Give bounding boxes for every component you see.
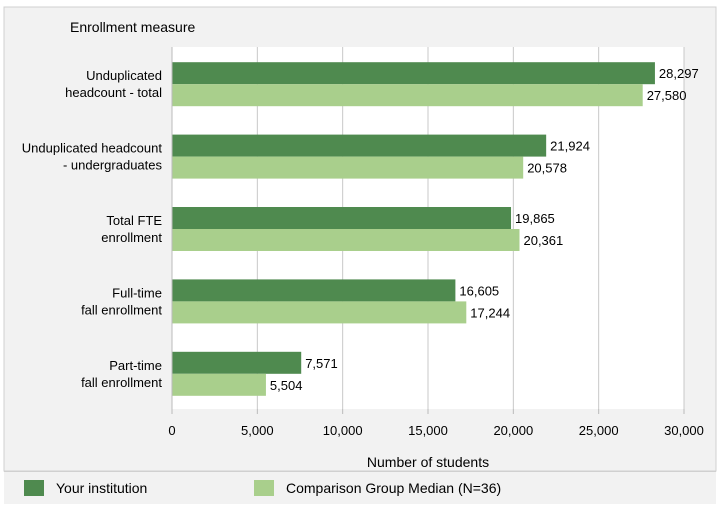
bar-data-label: 20,578 bbox=[527, 161, 567, 176]
bar-data-label: 5,504 bbox=[270, 378, 303, 393]
category-label: fall enrollment bbox=[81, 375, 162, 390]
legend-swatch-your-institution bbox=[24, 480, 44, 496]
legend-item-your-institution: Your institution bbox=[24, 479, 147, 497]
bar-data-label: 27,580 bbox=[647, 88, 687, 103]
bar-your-institution bbox=[172, 279, 456, 302]
category-label: Part-time bbox=[109, 358, 162, 373]
category-label: Full-time bbox=[112, 285, 162, 300]
category-axis-title: Enrollment measure bbox=[70, 19, 195, 35]
bar-comparison-median bbox=[172, 156, 524, 179]
bar-your-institution bbox=[172, 207, 512, 229]
x-tick-label: 10,000 bbox=[323, 423, 363, 438]
category-label: Unduplicated bbox=[86, 68, 162, 83]
category-label: fall enrollment bbox=[81, 302, 162, 317]
bar-data-label: 28,297 bbox=[659, 66, 699, 81]
x-tick-label: 25,000 bbox=[579, 423, 619, 438]
bar-comparison-median bbox=[172, 229, 520, 251]
bar-your-institution bbox=[172, 134, 547, 157]
x-tick-label: 0 bbox=[168, 423, 175, 438]
category-label: headcount - total bbox=[65, 85, 162, 100]
bar-data-label: 7,571 bbox=[305, 356, 338, 371]
bar-comparison-median bbox=[172, 301, 467, 324]
bar-your-institution bbox=[172, 351, 302, 374]
legend-label-your-institution: Your institution bbox=[56, 480, 148, 496]
bar-comparison-median bbox=[172, 84, 643, 107]
bar-comparison-median bbox=[172, 373, 266, 396]
legend-item-comparison-median: Comparison Group Median (N=36) bbox=[254, 479, 501, 497]
x-tick-label: 20,000 bbox=[493, 423, 533, 438]
x-tick-label: 30,000 bbox=[664, 423, 704, 438]
x-tick-label: 15,000 bbox=[408, 423, 448, 438]
category-label: - undergraduates bbox=[63, 158, 163, 173]
bar-your-institution bbox=[172, 62, 655, 85]
category-label: Unduplicated headcount bbox=[22, 141, 163, 156]
legend: Your institution Comparison Group Median… bbox=[4, 471, 716, 504]
legend-label-comparison-median: Comparison Group Median (N=36) bbox=[286, 480, 502, 496]
bar-data-label: 16,605 bbox=[459, 283, 499, 298]
category-label: Total FTE bbox=[106, 213, 162, 228]
x-tick-label: 5,000 bbox=[241, 423, 274, 438]
bar-data-label: 20,361 bbox=[523, 233, 563, 248]
bar-data-label: 21,924 bbox=[550, 139, 590, 154]
x-axis-title: Number of students bbox=[367, 454, 489, 470]
bar-data-label: 19,865 bbox=[515, 211, 555, 226]
category-label: enrollment bbox=[101, 230, 162, 245]
bar-data-label: 17,244 bbox=[470, 305, 510, 320]
legend-swatch-comparison-median bbox=[254, 480, 274, 496]
